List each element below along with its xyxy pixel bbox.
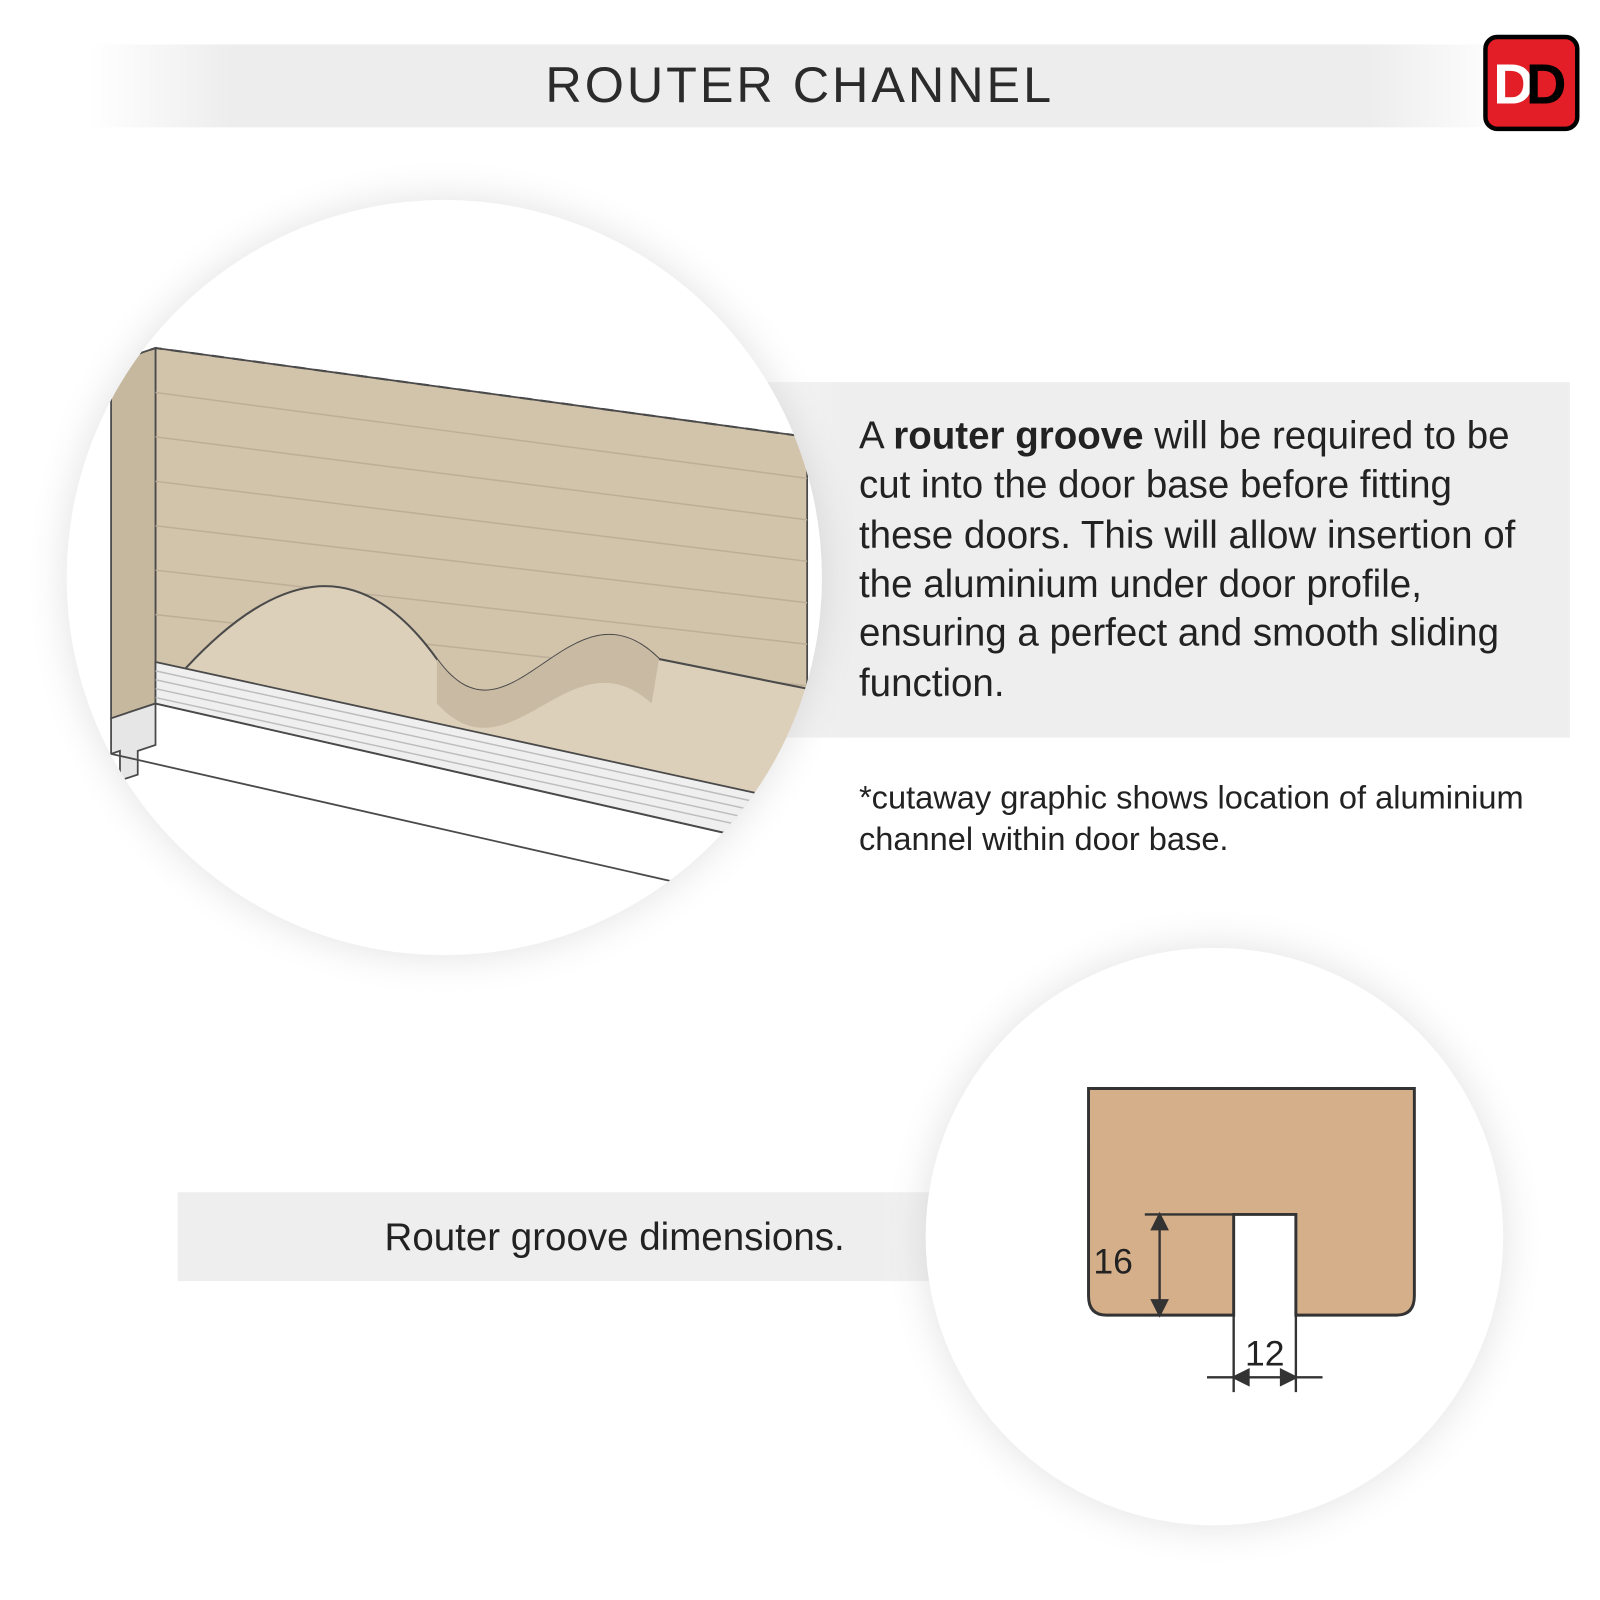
cutaway-svg — [67, 200, 822, 955]
brand-logo: D D — [1481, 33, 1582, 134]
title-bar: ROUTER CHANNEL — [89, 44, 1511, 127]
section-svg: 16 12 — [926, 948, 1504, 1526]
dim-width-value: 12 — [1245, 1333, 1285, 1373]
svg-text:D: D — [1526, 53, 1567, 116]
section-circle: 16 12 — [926, 948, 1504, 1526]
dimension-bar: Router groove dimensions. — [178, 1192, 1052, 1281]
dim-height-value: 16 — [1093, 1242, 1133, 1282]
desc-bold: router groove — [893, 413, 1143, 457]
desc-before: A — [859, 413, 893, 457]
page-title: ROUTER CHANNEL — [545, 57, 1054, 115]
description-text: A router groove will be required to be c… — [859, 412, 1570, 708]
cutaway-circle — [67, 200, 822, 955]
footnote-text: *cutaway graphic shows location of alumi… — [859, 778, 1570, 859]
dimension-label: Router groove dimensions. — [385, 1214, 845, 1260]
